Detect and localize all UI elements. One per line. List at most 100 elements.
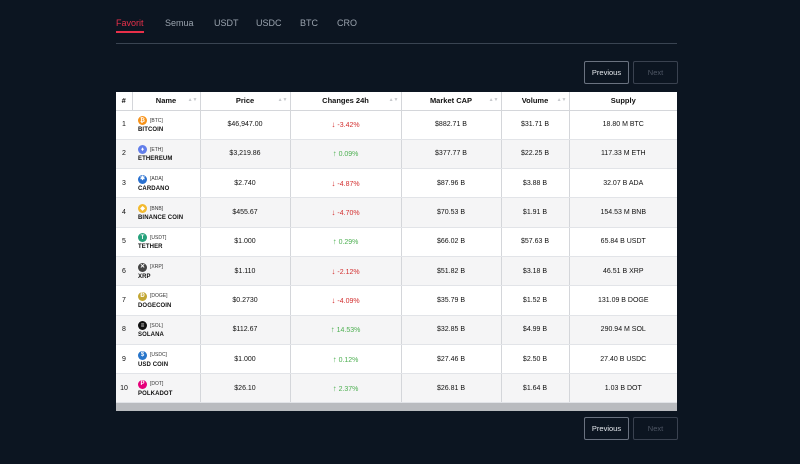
price-cell: $0.2730	[200, 285, 291, 316]
table-row[interactable]: 6 ✕ [XRP] XRP $1.110 ↓ -2.12% $51.82 B $3.18 B 46…	[116, 256, 677, 287]
rank-cell: 1	[116, 110, 132, 140]
change-value: -3.42%	[337, 122, 360, 130]
change-cell: ↑ 14.53%	[290, 315, 402, 345]
change-cell: ↓ -2.12%	[290, 256, 402, 287]
supply-cell: 65.84 B USDT	[569, 227, 677, 257]
table-row[interactable]: 9 $ [USDC] USD COIN $1.000 ↑ 0.12% $27.46 B $2.5…	[116, 344, 677, 375]
tab-usdc[interactable]: USDC	[256, 18, 282, 28]
tab-semua[interactable]: Semua	[165, 18, 194, 28]
price-cell: $455.67	[200, 197, 291, 228]
header-rank[interactable]: #	[116, 92, 133, 111]
previous-button[interactable]: Previous	[584, 417, 629, 440]
coin-name: POLKADOT	[138, 390, 173, 397]
coin-symbol: [ADA]	[150, 176, 164, 183]
coin-symbol: [BTC]	[150, 117, 163, 124]
price-cell: $1.110	[200, 256, 291, 287]
header-price[interactable]: Price ▲▼	[200, 92, 291, 111]
header-name[interactable]: Name ▲▼	[132, 92, 201, 111]
arrow-down-icon: ↓	[331, 178, 336, 188]
table-row[interactable]: 3 ✱ [ADA] CARDANO $2.740 ↓ -4.87% $87.96 B $3.88…	[116, 168, 677, 199]
previous-button[interactable]: Previous	[584, 61, 629, 84]
coin-name: XRP	[138, 273, 151, 280]
change-cell: ↑ 0.12%	[290, 344, 402, 375]
rank-cell: 3	[116, 168, 132, 199]
tab-usdt[interactable]: USDT	[214, 18, 239, 28]
next-button[interactable]: Next	[633, 417, 678, 440]
coin-symbol: [USDC]	[150, 352, 167, 359]
table-row[interactable]: 10 P [DOT] POLKADOT $26.10 ↑ 2.37% $26.81 B $1.6…	[116, 373, 677, 404]
change-cell: ↓ -4.70%	[290, 197, 402, 228]
coin-symbol: [USDT]	[150, 234, 167, 241]
supply-cell: 46.51 B XRP	[569, 256, 677, 287]
volume-cell: $2.50 B	[501, 344, 570, 375]
coin-symbol: [SOL]	[150, 322, 163, 329]
volume-cell: $57.63 B	[501, 227, 570, 257]
crypto-table: # Name ▲▼ Price ▲▼ Changes 24h ▲▼ Market CA…	[116, 92, 677, 411]
change-value: -4.87%	[337, 180, 360, 188]
coin-symbol: [DOT]	[150, 381, 164, 388]
rank-cell: 9	[116, 344, 132, 375]
table-row[interactable]: 1 ₿ [BTC] BITCOIN $46,947.00 ↓ -3.42% $882.71 B…	[116, 110, 677, 140]
volume-cell: $1.91 B	[501, 197, 570, 228]
table-row[interactable]: 7 Ð [DOGE] DOGECOIN $0.2730 ↓ -4.09% $35.79 B $1…	[116, 285, 677, 316]
horizontal-scrollbar[interactable]	[116, 403, 677, 411]
market-cap-cell: $27.46 B	[401, 344, 502, 375]
table-row[interactable]: 8 ≡ [SOL] SOLANA $112.67 ↑ 14.53% $32.85 B $4.99…	[116, 315, 677, 345]
volume-cell: $22.25 B	[501, 139, 570, 170]
arrow-up-icon: ↑	[332, 237, 337, 247]
supply-cell: 154.53 M BNB	[569, 197, 677, 228]
market-tabs: Favorit Semua USDT USDC BTC CRO	[116, 18, 677, 44]
coin-name: USD COIN	[138, 361, 169, 368]
supply-cell: 117.33 M ETH	[569, 139, 677, 170]
supply-cell: 27.40 B USDC	[569, 344, 677, 375]
market-cap-cell: $66.02 B	[401, 227, 502, 257]
tab-cro[interactable]: CRO	[337, 18, 357, 28]
market-cap-cell: $882.71 B	[401, 110, 502, 140]
coin-cell: ◆ [BNB] BINANCE COIN	[132, 197, 201, 228]
rank-cell: 6	[116, 256, 132, 287]
coin-cell: Ð [DOGE] DOGECOIN	[132, 285, 201, 316]
sort-icon: ▲▼	[388, 97, 399, 103]
market-cap-cell: $70.53 B	[401, 197, 502, 228]
coin-cell: ✱ [ADA] CARDANO	[132, 168, 201, 199]
tab-favorit[interactable]: Favorit	[116, 18, 144, 33]
header-volume[interactable]: Volume ▲▼	[501, 92, 570, 111]
change-value: 0.12%	[338, 356, 359, 364]
table-row[interactable]: 5 T [USDT] TETHER $1.000 ↑ 0.29% $66.02 B $57.63…	[116, 227, 677, 257]
solana-icon: ≡	[138, 321, 147, 331]
header-changes-24h[interactable]: Changes 24h ▲▼	[290, 92, 402, 111]
change-value: -2.12%	[337, 268, 360, 276]
rank-cell: 10	[116, 373, 132, 404]
coin-cell: ≡ [SOL] SOLANA	[132, 315, 201, 345]
tab-btc[interactable]: BTC	[300, 18, 318, 28]
sort-icon: ▲▼	[187, 97, 198, 103]
table-row[interactable]: 4 ◆ [BNB] BINANCE COIN $455.67 ↓ -4.70% $70.53 …	[116, 197, 677, 228]
change-cell: ↓ -3.42%	[290, 110, 402, 140]
coin-symbol: [ETH]	[150, 146, 163, 153]
market-cap-cell: $87.96 B	[401, 168, 502, 199]
coin-cell: ♦ [ETH] ETHEREUM	[132, 139, 201, 170]
arrow-down-icon: ↓	[331, 120, 336, 130]
coin-cell: $ [USDC] USD COIN	[132, 344, 201, 375]
binance-icon: ◆	[138, 204, 147, 214]
coin-name: BINANCE COIN	[138, 215, 184, 222]
price-cell: $46,947.00	[200, 110, 291, 140]
table-row[interactable]: 2 ♦ [ETH] ETHEREUM $3,219.86 ↑ 0.09% $377.77 B $…	[116, 139, 677, 170]
coin-name: TETHER	[138, 244, 163, 251]
coin-name: ETHEREUM	[138, 156, 173, 163]
volume-cell: $3.88 B	[501, 168, 570, 199]
header-supply[interactable]: Supply	[569, 92, 677, 111]
pagination-bottom: Previous Next	[584, 417, 678, 440]
coin-symbol: [XRP]	[150, 264, 164, 271]
supply-cell: 1.03 B DOT	[569, 373, 677, 404]
volume-cell: $1.64 B	[501, 373, 570, 404]
header-market-cap[interactable]: Market CAP ▲▼	[401, 92, 502, 111]
polkadot-icon: P	[138, 379, 147, 389]
price-cell: $2.740	[200, 168, 291, 199]
rank-cell: 8	[116, 315, 132, 345]
arrow-up-icon: ↑	[332, 383, 337, 393]
sort-icon: ▲▼	[556, 97, 567, 103]
arrow-up-icon: ↑	[332, 149, 337, 159]
next-button[interactable]: Next	[633, 61, 678, 84]
coin-cell: ✕ [XRP] XRP	[132, 256, 201, 287]
